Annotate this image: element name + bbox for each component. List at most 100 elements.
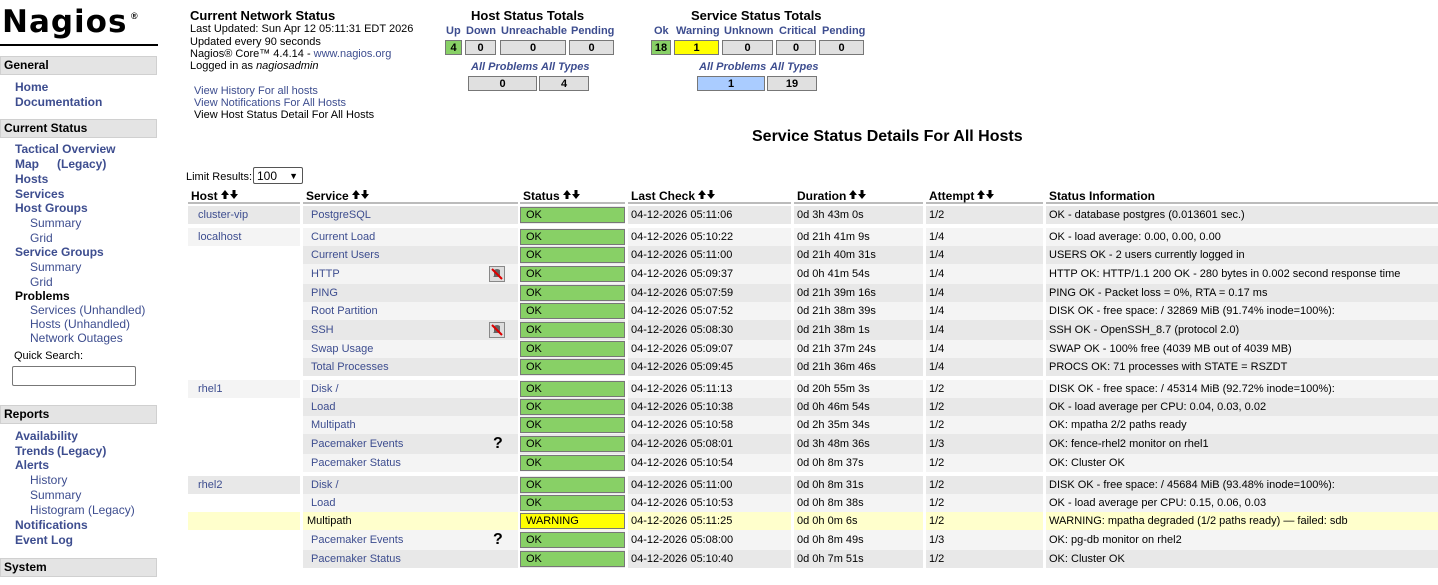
nav-link[interactable]: Network Outages: [30, 331, 123, 345]
totals-header[interactable]: Critical: [779, 25, 817, 37]
service[interactable]: Multipath: [307, 515, 352, 527]
sort-arrows[interactable]: [349, 189, 370, 203]
nav-link[interactable]: Hosts: [15, 172, 49, 186]
totals-summary-header[interactable]: All Types: [541, 61, 590, 73]
nav-link[interactable]: Home: [15, 80, 49, 94]
host-detail-link[interactable]: View Host Status Detail For All Hosts: [194, 109, 375, 121]
history-link[interactable]: View History For all hosts: [194, 85, 318, 97]
service[interactable]: PostgreSQL: [311, 209, 371, 221]
totals-header[interactable]: Warning: [676, 25, 720, 37]
service[interactable]: SSH: [311, 324, 334, 336]
host[interactable]: rhel2: [198, 479, 223, 491]
totals-header[interactable]: Up: [446, 25, 461, 37]
column-header-text[interactable]: Service: [306, 189, 349, 203]
totals-header[interactable]: Unreachable: [501, 25, 568, 37]
service[interactable]: Total Processes: [311, 361, 389, 373]
sort-arrows[interactable]: [560, 189, 581, 203]
nav-link[interactable]: Host Groups: [15, 201, 88, 215]
service[interactable]: Pacemaker Events: [311, 534, 404, 546]
totals-summary-value[interactable]: 1: [697, 76, 765, 91]
service[interactable]: HTTP: [311, 268, 340, 280]
column-header-text[interactable]: Attempt: [929, 189, 975, 203]
service[interactable]: Pacemaker Events: [311, 438, 404, 450]
totals-summary-header[interactable]: All Types: [770, 61, 819, 73]
nav-link[interactable]: Documentation: [15, 95, 103, 109]
nav-link[interactable]: Problems: [15, 289, 70, 303]
nav-link[interactable]: Summary: [30, 216, 82, 230]
host[interactable]: cluster-vip: [198, 209, 249, 221]
column-header-text[interactable]: Status: [523, 189, 560, 203]
totals-value[interactable]: 4: [445, 40, 462, 55]
totals-value[interactable]: 0: [819, 40, 864, 55]
column-header-text[interactable]: Duration: [797, 189, 847, 203]
totals-value[interactable]: 0: [569, 40, 614, 55]
passive-icon[interactable]: ?: [493, 435, 503, 452]
sort-arrows[interactable]: [218, 189, 239, 203]
totals-header[interactable]: Down: [466, 25, 496, 37]
totals-summary-value[interactable]: 4: [539, 76, 589, 91]
service[interactable]: Load: [311, 401, 336, 413]
nav-link[interactable]: Alerts: [15, 458, 50, 472]
totals-summary-value[interactable]: 19: [767, 76, 817, 91]
nav-link[interactable]: Service Groups: [15, 245, 104, 259]
totals-summary-value[interactable]: 0: [468, 76, 537, 91]
nav-link[interactable]: Tactical Overview: [15, 142, 116, 156]
nav-link-suffix[interactable]: (Legacy): [57, 444, 107, 458]
nav-link-suffix[interactable]: (Legacy): [57, 157, 107, 171]
nav-link[interactable]: Grid: [30, 275, 53, 289]
nav-link[interactable]: Summary: [30, 260, 82, 274]
totals-value[interactable]: 1: [674, 40, 719, 55]
nav-link[interactable]: Summary: [30, 488, 82, 502]
nav-link[interactable]: Services: [15, 187, 65, 201]
logo[interactable]: Nagios: [2, 4, 128, 40]
host[interactable]: rhel1: [198, 383, 223, 395]
nav-link[interactable]: Notifications: [15, 518, 88, 532]
service[interactable]: Multipath: [311, 419, 356, 431]
totals-value[interactable]: 0: [776, 40, 816, 55]
totals-summary-header[interactable]: All Problems: [471, 61, 539, 73]
cell-host: [188, 398, 300, 416]
limit-select[interactable]: 100 ▼: [253, 167, 303, 184]
nav-link[interactable]: Availability: [15, 429, 78, 443]
service[interactable]: Current Users: [311, 249, 380, 261]
sort-arrows[interactable]: [695, 189, 716, 203]
nav-link[interactable]: Trends: [15, 444, 55, 458]
column-header-text[interactable]: Host: [191, 189, 218, 203]
totals-value[interactable]: 18: [651, 40, 671, 55]
passive-icon[interactable]: ?: [493, 531, 503, 548]
sort-arrows[interactable]: [974, 189, 995, 203]
service[interactable]: Pacemaker Status: [311, 457, 401, 469]
notifications-link[interactable]: View Notifications For All Hosts: [194, 97, 347, 109]
nav-link[interactable]: Map: [15, 157, 39, 171]
nav-link[interactable]: Histogram (Legacy): [30, 503, 135, 517]
website-link[interactable]: www.nagios.org: [313, 48, 392, 60]
nav-link[interactable]: Hosts (Unhandled): [30, 317, 131, 331]
service[interactable]: Current Load: [311, 231, 376, 243]
totals-header[interactable]: Unknown: [724, 25, 774, 37]
sort-arrows[interactable]: [846, 189, 867, 203]
totals-summary-header[interactable]: All Problems: [699, 61, 767, 73]
service[interactable]: Root Partition: [311, 305, 378, 317]
service[interactable]: Swap Usage: [311, 343, 374, 355]
service[interactable]: Pacemaker Status: [311, 553, 401, 565]
totals-value[interactable]: 0: [722, 40, 773, 55]
column-header-text[interactable]: Status Information: [1049, 189, 1156, 203]
host[interactable]: localhost: [198, 231, 242, 243]
service[interactable]: PING: [311, 287, 338, 299]
nav-link[interactable]: History: [30, 473, 68, 487]
service[interactable]: Disk /: [311, 479, 339, 491]
nav-link[interactable]: Event Log: [15, 533, 74, 547]
nav-link[interactable]: Grid: [30, 231, 53, 245]
service[interactable]: Load: [311, 497, 336, 509]
totals-header[interactable]: Ok: [654, 25, 669, 37]
column-header-text[interactable]: Last Check: [631, 189, 696, 203]
notifications-disabled-icon[interactable]: [489, 322, 505, 338]
totals-value[interactable]: 0: [465, 40, 496, 55]
totals-value[interactable]: 0: [500, 40, 566, 55]
search-input[interactable]: [12, 366, 136, 386]
totals-header[interactable]: Pending: [571, 25, 615, 37]
service[interactable]: Disk /: [311, 383, 339, 395]
notifications-disabled-icon[interactable]: [489, 266, 505, 282]
totals-header[interactable]: Pending: [822, 25, 866, 37]
nav-link[interactable]: Services (Unhandled): [30, 303, 146, 317]
